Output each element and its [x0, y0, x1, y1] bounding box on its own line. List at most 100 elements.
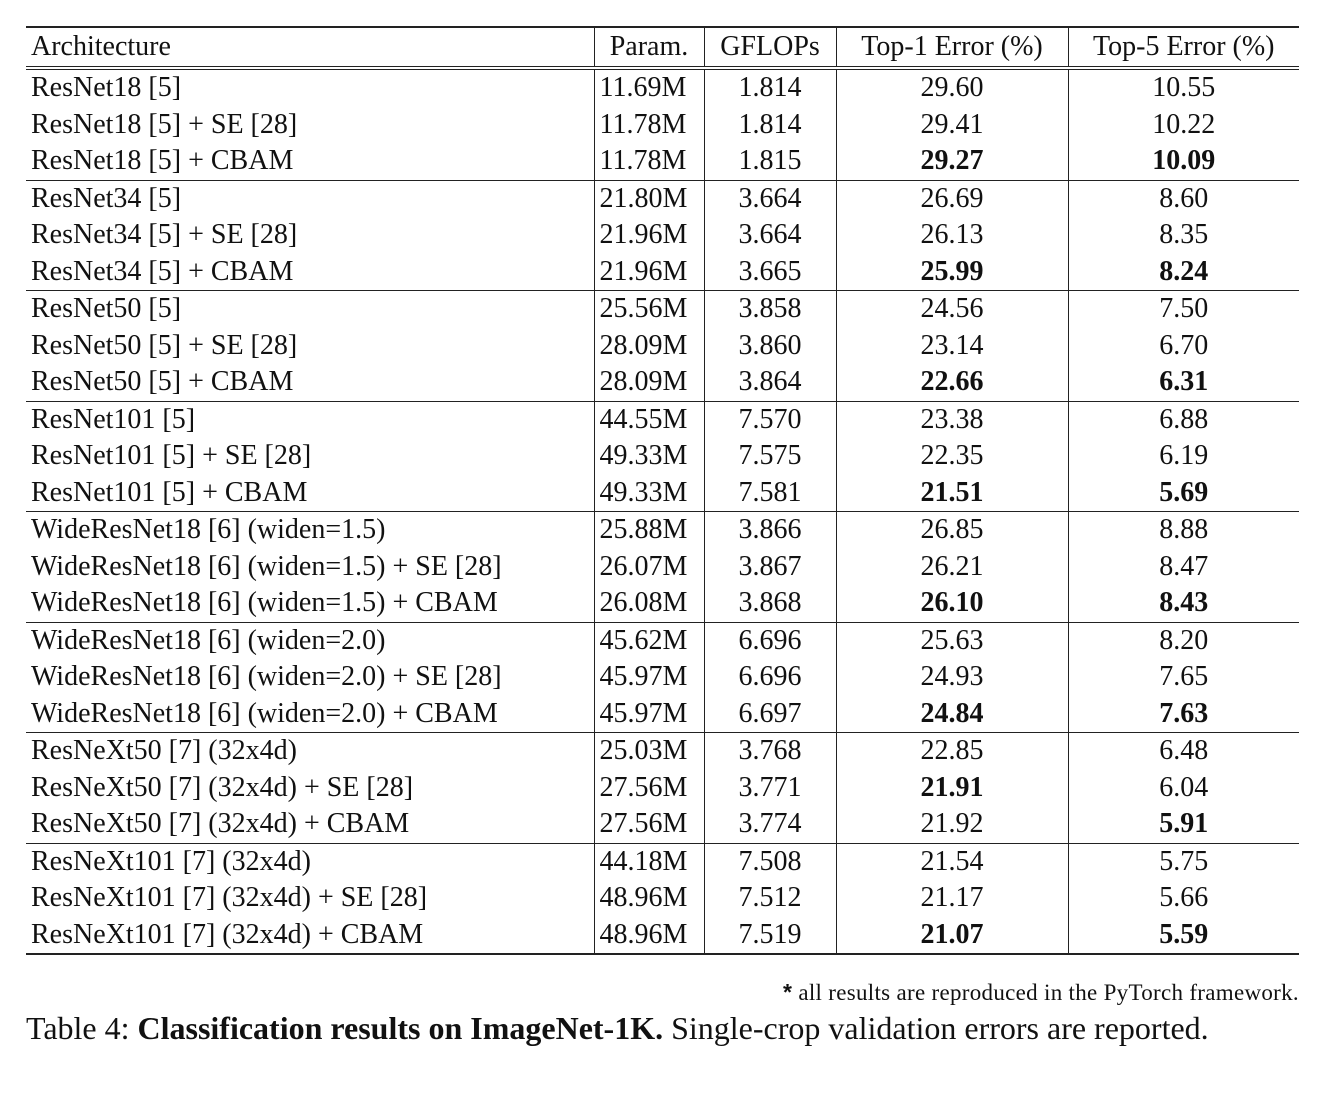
- cell-top5-error: 5.69: [1068, 475, 1299, 512]
- footnote-star: *: [783, 979, 793, 1005]
- cell-param: 45.62M: [594, 621, 705, 659]
- header-architecture: Architecture: [26, 26, 595, 68]
- caption-text: Single-crop validation errors are report…: [671, 1010, 1209, 1046]
- table-row: ResNet101 [5] + CBAM 49.33M 7.581 21.51 5.69: [26, 474, 1299, 512]
- cell-param: 49.33M: [594, 474, 705, 512]
- table-header: Architecture Param. GFLOPs Top-1 Error (…: [26, 26, 1299, 68]
- best-result-value: 26.10: [920, 587, 984, 619]
- cell-architecture: WideResNet18 [6] (widen=2.0) + SE [28]: [26, 659, 595, 696]
- cell-architecture: ResNet34 [5]: [26, 179, 595, 217]
- cell-top5-error: 10.22: [1152, 108, 1216, 140]
- table-caption: Table 4: Classification results on Image…: [26, 1006, 1299, 1051]
- cell-gflops: 3.768: [704, 732, 837, 770]
- cell-param: 26.08M: [594, 585, 705, 622]
- cell-top1-error: 25.99: [836, 253, 1069, 291]
- cell-architecture: WideResNet18 [6] (widen=2.0): [26, 621, 595, 659]
- best-result-value: 6.31: [1159, 366, 1209, 398]
- table-row: ResNet101 [5] 44.55M 7.570 23.38 6.88: [26, 400, 1299, 438]
- footnote-text: all results are reproduced in the PyTorc…: [798, 980, 1299, 1005]
- table-row: ResNeXt101 [7] (32x4d) + SE [28] 48.96M 7.…: [26, 880, 1299, 917]
- table-row: ResNeXt50 [7] (32x4d) + CBAM 27.56M 3.774 2…: [26, 806, 1299, 843]
- cell-gflops: 3.864: [704, 364, 837, 401]
- cell-top5-error: 8.43: [1068, 585, 1299, 622]
- cell-top5-error: 10.09: [1068, 143, 1299, 180]
- cell-architecture: ResNeXt50 [7] (32x4d): [26, 732, 595, 770]
- best-result-value: 7.63: [1159, 697, 1209, 729]
- cell-architecture: ResNet34 [5] + CBAM: [26, 253, 595, 291]
- cell-top5-error: 10.55: [1068, 66, 1299, 107]
- cell-gflops: 3.866: [704, 511, 837, 549]
- cell-top1-error: 21.54: [836, 842, 1069, 880]
- table-row: WideResNet18 [6] (widen=2.0) + SE [28] 45…: [26, 659, 1299, 696]
- cell-architecture: ResNet18 [5] + CBAM: [26, 143, 595, 180]
- cell-gflops: 3.664: [704, 217, 837, 254]
- cell-param: 21.96M: [594, 217, 705, 254]
- cell-architecture: ResNeXt50 [7] (32x4d) + CBAM: [26, 806, 595, 843]
- cell-gflops: 7.575: [704, 438, 837, 475]
- table-row: WideResNet18 [6] (widen=2.0) 45.62M 6.696 2…: [26, 621, 1299, 659]
- cell-top1-error: 22.66: [836, 364, 1069, 401]
- table-row: WideResNet18 [6] (widen=2.0) + CBAM 45.97…: [26, 695, 1299, 733]
- cell-top5-error: 6.88: [1068, 400, 1299, 438]
- header-top5: Top-5 Error (%): [1068, 26, 1299, 68]
- cell-gflops: 1.815: [704, 143, 837, 180]
- cell-top1-error: 29.27: [836, 143, 1069, 180]
- cell-top5-error: 8.47: [1159, 550, 1209, 582]
- best-result-value: 10.09: [1152, 145, 1216, 177]
- table-row: WideResNet18 [6] (widen=1.5) 25.88M 3.866 2…: [26, 511, 1299, 549]
- cell-top1-error: 21.91: [836, 769, 1069, 806]
- best-result-value: 22.66: [920, 366, 984, 398]
- cell-param: 11.78M: [594, 106, 705, 143]
- cell-param: 44.55M: [594, 400, 705, 438]
- cell-param: 11.78M: [594, 143, 705, 180]
- cell-architecture: ResNeXt50 [7] (32x4d) + SE [28]: [26, 769, 595, 806]
- cell-top1-error: 21.92: [836, 806, 1069, 843]
- cell-gflops: 3.858: [704, 290, 837, 328]
- cell-param: 27.56M: [594, 806, 705, 843]
- table-row: ResNet50 [5] + SE [28] 28.09M 3.860 23.14 6.…: [26, 327, 1299, 364]
- cell-top1-error: 24.56: [836, 290, 1069, 328]
- table-row: WideResNet18 [6] (widen=1.5) + CBAM 26.08…: [26, 585, 1299, 622]
- cell-top5-error: 6.04: [1159, 771, 1209, 803]
- cell-param: 26.07M: [594, 548, 705, 585]
- table-row: ResNet18 [5] + CBAM 11.78M 1.815 29.27 10.09: [26, 143, 1299, 180]
- cell-top1-error: 21.51: [836, 474, 1069, 512]
- cell-top1-error: 22.35: [836, 438, 1069, 475]
- table-row: ResNeXt50 [7] (32x4d) 25.03M 3.768 22.85 6.4…: [26, 732, 1299, 770]
- cell-top1-error: 26.69: [836, 179, 1069, 217]
- cell-gflops: 1.814: [704, 66, 837, 107]
- table-row: WideResNet18 [6] (widen=1.5) + SE [28] 26…: [26, 548, 1299, 585]
- results-table: Architecture Param. GFLOPs Top-1 Error (…: [26, 26, 1299, 955]
- cell-top1-error: 22.85: [836, 732, 1069, 770]
- cell-architecture: WideResNet18 [6] (widen=1.5) + CBAM: [26, 585, 595, 622]
- cell-top1-error: 29.41: [836, 106, 1069, 143]
- cell-gflops: 7.581: [704, 474, 837, 512]
- cell-top5-error: 6.31: [1068, 364, 1299, 401]
- table-row: ResNet50 [5] + CBAM 28.09M 3.864 22.66 6.31: [26, 364, 1299, 401]
- cell-param: 48.96M: [594, 916, 705, 955]
- cell-gflops: 3.664: [704, 179, 837, 217]
- cell-top5-error: 7.50: [1068, 290, 1299, 328]
- cell-architecture: WideResNet18 [6] (widen=1.5) + SE [28]: [26, 548, 595, 585]
- cell-top5-error: 8.88: [1068, 511, 1299, 549]
- cell-gflops: 3.868: [704, 585, 837, 622]
- cell-top5-error: 6.19: [1159, 440, 1209, 472]
- results-table-container: Architecture Param. GFLOPs Top-1 Error (…: [26, 26, 1299, 955]
- cell-top1-error: 24.84: [836, 695, 1069, 733]
- cell-architecture: ResNet18 [5]: [26, 66, 595, 107]
- cell-param: 25.56M: [594, 290, 705, 328]
- best-result-value: 29.27: [920, 145, 984, 177]
- cell-top1-error: 26.85: [836, 511, 1069, 549]
- cell-param: 28.09M: [594, 327, 705, 364]
- best-result-value: 8.43: [1159, 587, 1209, 619]
- table-row: ResNeXt101 [7] (32x4d) 44.18M 7.508 21.54 5.…: [26, 842, 1299, 880]
- best-result-value: 21.91: [920, 771, 984, 803]
- cell-top1-error: 24.93: [836, 659, 1069, 696]
- cell-gflops: 3.774: [704, 806, 837, 843]
- header-row: Architecture Param. GFLOPs Top-1 Error (…: [26, 26, 1299, 68]
- table-row: ResNet101 [5] + SE [28] 49.33M 7.575 22.35 6…: [26, 438, 1299, 475]
- cell-top1-error: 25.63: [836, 621, 1069, 659]
- table-row: ResNet34 [5] 21.80M 3.664 26.69 8.60: [26, 179, 1299, 217]
- best-result-value: 5.69: [1159, 476, 1209, 508]
- cell-gflops: 7.519: [704, 916, 837, 955]
